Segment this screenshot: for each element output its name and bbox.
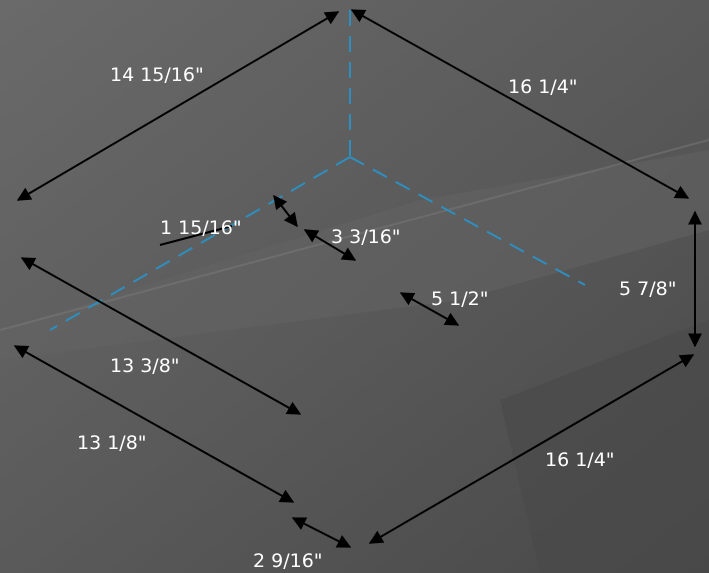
leader-inner-small-1 [159,225,233,246]
arrow-inner-small-2 [303,229,357,261]
arrow-top-right [350,9,690,199]
arrow-outer-left-lower [13,345,295,503]
label-bottom-offset: 2 9/16" [253,550,323,572]
label-inner-small-2: 3 3/16" [331,226,401,248]
label-outer-left-lower: 13 1/8" [77,432,147,454]
label-inner-left-upper: 13 3/8" [110,355,180,377]
arrow-inner-small-1 [273,194,298,228]
label-bottom-right-edge: 16 1/4" [545,449,615,471]
label-top-left-edge: 14 15/16" [110,64,204,86]
arrow-inner-small-3 [399,292,460,326]
arrow-bottom-offset [291,517,352,548]
label-inner-small-1: 1 15/16" [160,217,242,239]
arrow-top-left [16,11,340,201]
label-right-height: 5 7/8" [619,278,676,300]
label-inner-small-3: 5 1/2" [431,288,488,310]
dimension-arrows [13,9,702,548]
arrow-bottom-right [368,354,695,544]
label-top-right-edge: 16 1/4" [508,76,578,98]
